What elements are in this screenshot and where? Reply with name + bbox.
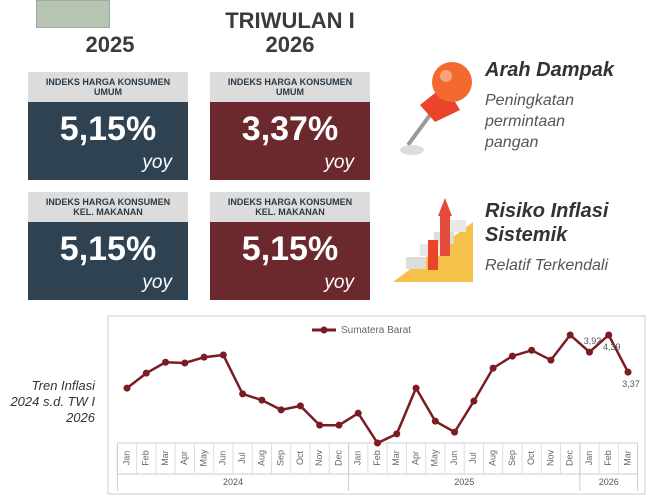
card-value: 5,15% — [59, 230, 157, 268]
x-tick-label: Nov — [545, 450, 555, 467]
column-header: 2025 — [85, 32, 135, 57]
data-point — [374, 439, 381, 447]
data-point — [605, 331, 613, 339]
stairs-icon — [393, 198, 473, 282]
data-point — [566, 331, 574, 339]
data-point — [123, 384, 131, 392]
legend-swatch — [320, 326, 328, 334]
column-header: TRIWULAN I 2026 — [225, 8, 355, 57]
card: INDEKS HARGA KONSUMEN KEL. MAKANAN 5,15%… — [28, 192, 188, 300]
card: INDEKS HARGA KONSUMEN UMUM 3,37% yoy — [210, 72, 370, 180]
pushpin-icon — [400, 62, 472, 155]
x-tick-label: Aug — [256, 450, 266, 466]
x-tick-label: Aug — [487, 450, 497, 466]
x-tick-label: Nov — [314, 450, 324, 467]
data-point — [508, 352, 516, 360]
x-tick-label: Dec — [565, 450, 575, 467]
data-point — [470, 397, 478, 405]
line — [126, 332, 630, 445]
x-tick-label: Jan — [584, 451, 594, 466]
data-point — [624, 368, 632, 376]
chart-frame — [107, 315, 646, 495]
data-point — [296, 402, 304, 410]
data-point — [393, 430, 401, 438]
data-point — [219, 351, 227, 359]
data-point — [354, 409, 362, 417]
data-point — [200, 353, 208, 361]
x-tick-label: May — [198, 449, 208, 467]
data-point — [277, 406, 285, 414]
card-unit: yoy — [324, 272, 354, 293]
data-label: 3,92 — [584, 336, 602, 346]
year-label: 2025 — [454, 477, 474, 487]
x-tick-label: May — [430, 449, 440, 467]
x-tick-label: Mar — [160, 450, 170, 466]
data-point — [316, 421, 324, 429]
data-point — [258, 396, 266, 404]
data-point — [431, 417, 439, 425]
x-tick-label: Oct — [526, 451, 536, 466]
data-point — [451, 428, 459, 436]
risk-text: Relatif Terkendali — [485, 257, 609, 274]
data-point — [585, 348, 593, 356]
card-value: 5,15% — [241, 230, 339, 268]
card-label: INDEKS HARGA KONSUMEN UMUM — [28, 72, 188, 102]
card: INDEKS HARGA KONSUMEN UMUM 5,15% yoy — [28, 72, 188, 180]
card-label: INDEKS HARGA KONSUMEN UMUM — [210, 72, 370, 102]
x-tick-label: Feb — [603, 450, 613, 466]
data-label: 4,39 — [603, 342, 621, 352]
data-point — [142, 369, 150, 377]
x-tick-label: Mar — [622, 450, 632, 466]
card-unit: yoy — [142, 272, 172, 293]
x-tick-label: Jul — [468, 452, 478, 464]
legend-label: Sumatera Barat — [341, 325, 411, 336]
x-tick-label: Jan — [121, 451, 131, 466]
x-tick-label: Jan — [353, 451, 363, 466]
data-point — [239, 390, 247, 398]
card-label: INDEKS HARGA KONSUMEN KEL. MAKANAN — [28, 192, 188, 222]
photo-placeholder — [36, 0, 110, 28]
year-label: 2024 — [223, 477, 243, 487]
card: INDEKS HARGA KONSUMEN KEL. MAKANAN 5,15%… — [210, 192, 370, 300]
data-point — [489, 364, 497, 372]
data-point — [547, 356, 555, 364]
chart-side-label: Tren Inflasi 2024 s.d. TW I 2026 — [10, 378, 95, 425]
year-label: 2026 — [599, 477, 619, 487]
risk-title: Risiko Inflasi Sistemik — [485, 200, 609, 246]
card-unit: yoy — [142, 152, 172, 173]
card-value: 3,37% — [241, 110, 339, 148]
x-tick-label: Mar — [391, 450, 401, 466]
data-point — [181, 359, 189, 367]
x-tick-label: Feb — [141, 450, 151, 466]
card-value: 5,15% — [59, 110, 157, 148]
card-unit: yoy — [324, 152, 354, 173]
data-point — [335, 421, 343, 429]
x-tick-label: Apr — [410, 451, 420, 465]
x-tick-label: Sep — [276, 450, 286, 466]
x-tick-label: Oct — [295, 451, 305, 466]
data-point — [162, 358, 170, 366]
x-tick-label: Jul — [237, 452, 247, 464]
x-tick-label: Jun — [218, 451, 228, 466]
x-tick-label: Dec — [333, 450, 343, 467]
x-tick-label: Sep — [507, 450, 517, 466]
data-label: 3,37 — [622, 379, 640, 389]
x-tick-label: Apr — [179, 451, 189, 465]
x-tick-label: Feb — [372, 450, 382, 466]
card-label: INDEKS HARGA KONSUMEN KEL. MAKANAN — [210, 192, 370, 222]
impact-text: Peningkatan permintaan pangan — [485, 92, 574, 151]
x-tick-label: Jun — [449, 451, 459, 466]
impact-title: Arah Dampak — [485, 59, 614, 81]
data-point — [412, 384, 420, 392]
data-point — [528, 346, 536, 354]
